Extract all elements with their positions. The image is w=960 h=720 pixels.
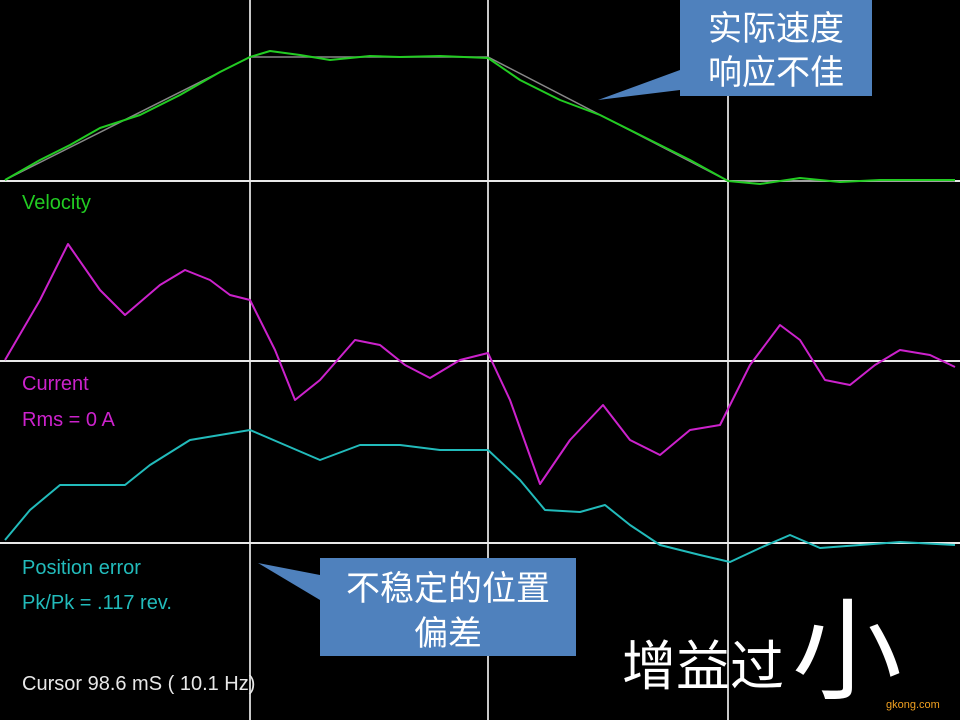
caption: 增益过 bbox=[622, 635, 784, 698]
caption-big: 小 bbox=[792, 588, 902, 716]
trace-label: Pk/Pk = .117 rev. bbox=[22, 592, 172, 614]
trace-label: Velocity bbox=[22, 192, 91, 214]
callout-text: 偏差 bbox=[414, 614, 482, 654]
trace-label: Rms = 0 A bbox=[22, 409, 115, 431]
position-error-trace bbox=[4, 429, 956, 563]
velocity-trace bbox=[4, 50, 955, 185]
callout-box bbox=[320, 558, 576, 656]
callout-box bbox=[680, 0, 872, 96]
callout-pointer bbox=[258, 563, 320, 600]
trace-label: Current bbox=[22, 373, 89, 395]
callout-text: 实际速度 bbox=[708, 9, 844, 49]
trace-label: Position error bbox=[22, 557, 141, 579]
callout-text: 不稳定的位置 bbox=[346, 569, 550, 609]
watermark: gkong.com bbox=[886, 699, 940, 711]
current-trace bbox=[4, 243, 956, 485]
callout-pointer bbox=[598, 70, 680, 100]
cursor-readout: Cursor 98.6 mS ( 10.1 Hz) bbox=[22, 673, 255, 695]
callout-text: 响应不佳 bbox=[708, 53, 844, 93]
